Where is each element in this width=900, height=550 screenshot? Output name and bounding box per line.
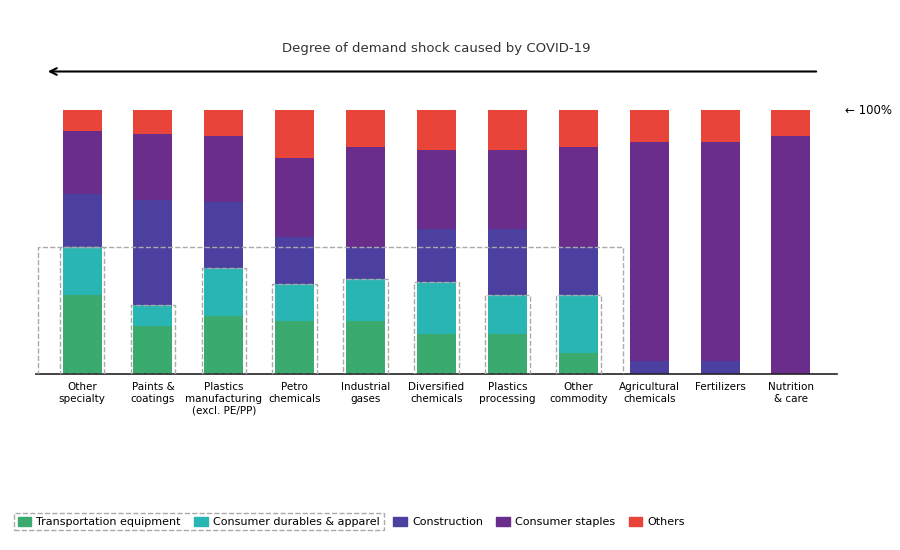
Bar xyxy=(700,142,740,361)
Bar xyxy=(556,295,600,374)
Bar xyxy=(488,334,526,374)
Bar xyxy=(414,282,459,374)
Bar xyxy=(63,248,102,295)
Bar xyxy=(133,110,173,134)
Bar xyxy=(59,248,104,374)
Bar xyxy=(133,327,173,374)
Bar xyxy=(485,295,530,374)
Bar xyxy=(346,147,385,248)
Bar xyxy=(343,279,388,374)
Text: ← 100%: ← 100% xyxy=(845,103,892,117)
Bar xyxy=(630,361,669,374)
Bar xyxy=(559,248,598,295)
Bar xyxy=(771,136,810,374)
Bar xyxy=(346,248,385,279)
Bar xyxy=(38,248,623,382)
Bar xyxy=(488,229,526,295)
Bar xyxy=(488,295,526,334)
Bar xyxy=(275,236,314,284)
Bar xyxy=(204,202,243,268)
Bar xyxy=(417,150,456,229)
Bar xyxy=(417,334,456,374)
Bar xyxy=(63,110,102,131)
Bar xyxy=(771,110,810,136)
Bar xyxy=(275,157,314,236)
Bar xyxy=(204,110,243,136)
Bar xyxy=(559,295,598,353)
Bar xyxy=(346,110,385,147)
Bar xyxy=(488,110,526,150)
Bar xyxy=(488,150,526,229)
Bar xyxy=(346,279,385,321)
Bar xyxy=(346,321,385,374)
Bar xyxy=(630,110,669,142)
Bar xyxy=(130,305,176,374)
Bar xyxy=(275,110,314,157)
Bar xyxy=(133,305,173,327)
Bar xyxy=(559,110,598,147)
Bar xyxy=(275,284,314,321)
Bar xyxy=(417,282,456,334)
Text: Degree of demand shock caused by COVID-19: Degree of demand shock caused by COVID-1… xyxy=(283,42,590,55)
Bar xyxy=(204,268,243,316)
Bar xyxy=(630,142,669,361)
Bar xyxy=(202,268,247,374)
Bar xyxy=(700,361,740,374)
Bar xyxy=(275,321,314,374)
Bar xyxy=(204,136,243,202)
Legend: Transportation equipment, Consumer durables & apparel, Construction, Consumer st: Transportation equipment, Consumer durab… xyxy=(17,517,685,527)
Bar xyxy=(204,316,243,374)
Bar xyxy=(63,295,102,374)
Bar xyxy=(417,110,456,150)
Bar xyxy=(559,353,598,374)
Bar xyxy=(417,229,456,282)
Bar xyxy=(559,147,598,248)
Bar xyxy=(63,195,102,248)
Bar xyxy=(63,131,102,195)
Bar xyxy=(700,110,740,142)
Bar xyxy=(133,134,173,200)
Bar xyxy=(273,284,317,374)
Bar xyxy=(133,200,173,305)
